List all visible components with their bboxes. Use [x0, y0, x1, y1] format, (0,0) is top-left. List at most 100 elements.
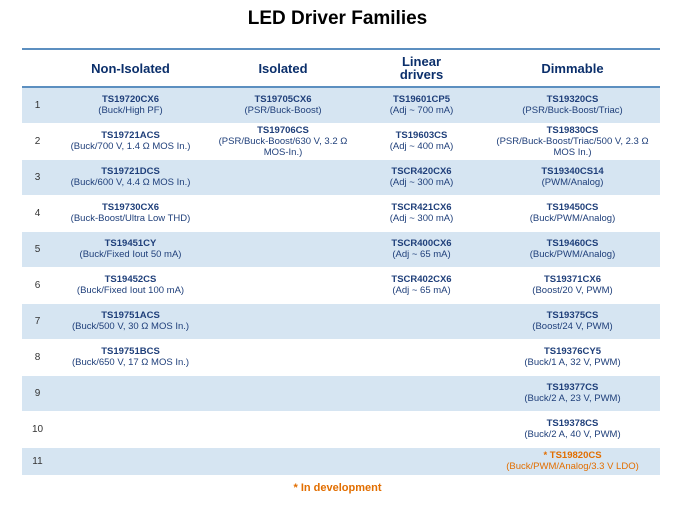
cell-isolated [208, 411, 358, 448]
cell-linear: TSCR421CX6 (Adj ~ 300 mA) [358, 195, 485, 232]
part-description: (PSR/Buck-Boost/Triac) [522, 105, 623, 117]
cell-dimmable: TS19320CS (PSR/Buck-Boost/Triac) [485, 87, 660, 124]
cell-isolated [208, 267, 358, 304]
part-number: TSCR421CX6 [391, 202, 452, 213]
part-description: (Boost/24 V, PWM) [532, 321, 613, 332]
part-description: (Buck/PWM/Analog) [529, 213, 616, 224]
cell-isolated [208, 231, 358, 268]
part-number: TS19340CS14 [541, 166, 604, 177]
part-description: (Buck/Fixed Iout 100 mA) [76, 285, 185, 296]
row-number: 8 [22, 339, 53, 376]
part-number: TS19751ACS [101, 310, 160, 321]
cell-non-isolated [53, 411, 208, 448]
part-number: TSCR420CX6 [391, 166, 452, 177]
cell-non-isolated [53, 375, 208, 412]
cell-dimmable: TS19340CS14 (PWM/Analog) [485, 159, 660, 196]
cell-dimmable: TS19460CS (Buck/PWM/Analog) [485, 231, 660, 268]
table-row: 4 TS19730CX6 (Buck-Boost/Ultra Low THD) TSC… [22, 195, 660, 232]
part-number: TS19452CS [104, 274, 157, 285]
row-number: 9 [22, 375, 53, 412]
part-number: TS19320CS [546, 94, 599, 106]
row-number: 11 [22, 447, 53, 476]
cell-linear [358, 411, 485, 448]
part-description: (Buck/PWM/Analog) [529, 249, 616, 260]
part-description: (Buck/650 V, 17 Ω MOS In.) [71, 357, 190, 368]
table-row: 2 TS19721ACS (Buck/700 V, 1.4 Ω MOS In.) TS… [22, 123, 660, 160]
cell-linear: TS19603CS (Adj ~ 400 mA) [358, 123, 485, 160]
cell-non-isolated: TS19730CX6 (Buck-Boost/Ultra Low THD) [53, 195, 208, 232]
part-number: TSCR402CX6 [391, 274, 452, 285]
part-description: (Adj ~ 400 mA) [389, 141, 454, 152]
part-description: (PSR/Buck-Boost/Triac/500 V, 2.3 Ω MOS I… [496, 135, 649, 158]
header-non-isolated: Non-Isolated [53, 48, 208, 88]
table-row: 8 TS19751BCS (Buck/650 V, 17 Ω MOS In.) TS1… [22, 339, 660, 376]
page-title: LED Driver Families [247, 8, 428, 29]
part-number: TS19451CY [104, 238, 157, 249]
cell-non-isolated [53, 447, 208, 476]
part-number: TS19603CS [395, 130, 448, 141]
cell-isolated [208, 339, 358, 376]
cell-dimmable: * TS19820CS (Buck/PWM/Analog/3.3 V LDO) [485, 447, 660, 476]
part-number: TS19378CS [546, 418, 599, 429]
cell-dimmable: TS19377CS (Buck/2 A, 23 V, PWM) [485, 375, 660, 412]
part-description: (Adj ~ 65 mA) [392, 285, 451, 296]
part-description: (Buck-Boost/Ultra Low THD) [70, 213, 191, 224]
row-number: 6 [22, 267, 53, 304]
row-number: 5 [22, 231, 53, 268]
cell-isolated [208, 303, 358, 340]
cell-isolated [208, 375, 358, 412]
part-number: TS19730CX6 [101, 202, 160, 213]
cell-dimmable: TS19378CS (Buck/2 A, 40 V, PWM) [485, 411, 660, 448]
table-row: 11 * TS19820CS (Buck/PWM/Analog/3.3 V LDO) [22, 447, 660, 476]
cell-isolated [208, 447, 358, 476]
cell-non-isolated: TS19451CY (Buck/Fixed Iout 50 mA) [53, 231, 208, 268]
table-row: 1 TS19720CX6 (Buck/High PF) TS19705CX6 (PSR/… [22, 87, 660, 124]
cell-dimmable: TS19450CS (Buck/PWM/Analog) [485, 195, 660, 232]
row-number: 7 [22, 303, 53, 340]
cell-linear [358, 447, 485, 476]
table-body: 1 TS19720CX6 (Buck/High PF) TS19705CX6 (PSR/… [22, 87, 660, 476]
table-row: 9 TS19377CS (Buck/2 A, 23 V, PWM) [22, 375, 660, 412]
part-description: (Buck/2 A, 40 V, PWM) [524, 429, 621, 440]
cell-linear [358, 303, 485, 340]
header-linear-drivers: Linear drivers [358, 48, 485, 88]
header-isolated: Isolated [208, 48, 358, 88]
table-row: 3 TS19721DCS (Buck/600 V, 4.4 Ω MOS In.) TS… [22, 159, 660, 196]
cell-isolated: TS19705CX6 (PSR/Buck-Boost) [208, 87, 358, 124]
part-number: TS19705CX6 [254, 94, 312, 106]
row-number: 1 [22, 87, 53, 124]
cell-non-isolated: TS19721ACS (Buck/700 V, 1.4 Ω MOS In.) [53, 123, 208, 160]
part-number: TS19601CP5 [392, 94, 451, 106]
part-number: TS19720CX6 [101, 94, 160, 106]
part-description: (Buck/PWM/Analog/3.3 V LDO) [506, 461, 639, 472]
part-description: (Adj ~ 700 mA) [389, 105, 454, 117]
led-driver-table: Non-Isolated Isolated Linear drivers Dim… [22, 48, 660, 476]
part-description: (PSR/Buck-Boost/630 V, 3.2 Ω MOS-In.) [218, 135, 348, 158]
row-number: 4 [22, 195, 53, 232]
part-description: (Buck/500 V, 30 Ω MOS In.) [71, 321, 190, 332]
part-description: (Buck/2 A, 23 V, PWM) [524, 393, 621, 404]
part-number: TS19721ACS [101, 130, 160, 141]
cell-dimmable: TS19371CX6 (Boost/20 V, PWM) [485, 267, 660, 304]
cell-dimmable: TS19830CS (PSR/Buck-Boost/Triac/500 V, 2.… [485, 123, 660, 160]
part-number: TSCR400CX6 [391, 238, 452, 249]
part-number: TS19830CS [546, 124, 599, 136]
cell-isolated [208, 159, 358, 196]
part-number: TS19751BCS [101, 346, 160, 357]
cell-non-isolated: TS19751BCS (Buck/650 V, 17 Ω MOS In.) [53, 339, 208, 376]
part-description: (Adj ~ 300 mA) [389, 177, 454, 188]
header-index [22, 48, 53, 88]
header-row: Non-Isolated Isolated Linear drivers Dim… [22, 48, 660, 88]
part-description: (PWM/Analog) [541, 177, 604, 188]
cell-isolated [208, 195, 358, 232]
part-description: (Buck/High PF) [98, 105, 163, 117]
header-dimmable: Dimmable [485, 48, 660, 88]
cell-isolated: TS19706CS (PSR/Buck-Boost/630 V, 3.2 Ω MO… [208, 123, 358, 160]
cell-non-isolated: TS19452CS (Buck/Fixed Iout 100 mA) [53, 267, 208, 304]
table-row: 7 TS19751ACS (Buck/500 V, 30 Ω MOS In.) TS1… [22, 303, 660, 340]
row-number: 10 [22, 411, 53, 448]
part-number: TS19706CS [257, 124, 309, 136]
part-number: TS19371CX6 [543, 274, 602, 285]
row-number: 2 [22, 123, 53, 160]
cell-linear: TSCR402CX6 (Adj ~ 65 mA) [358, 267, 485, 304]
